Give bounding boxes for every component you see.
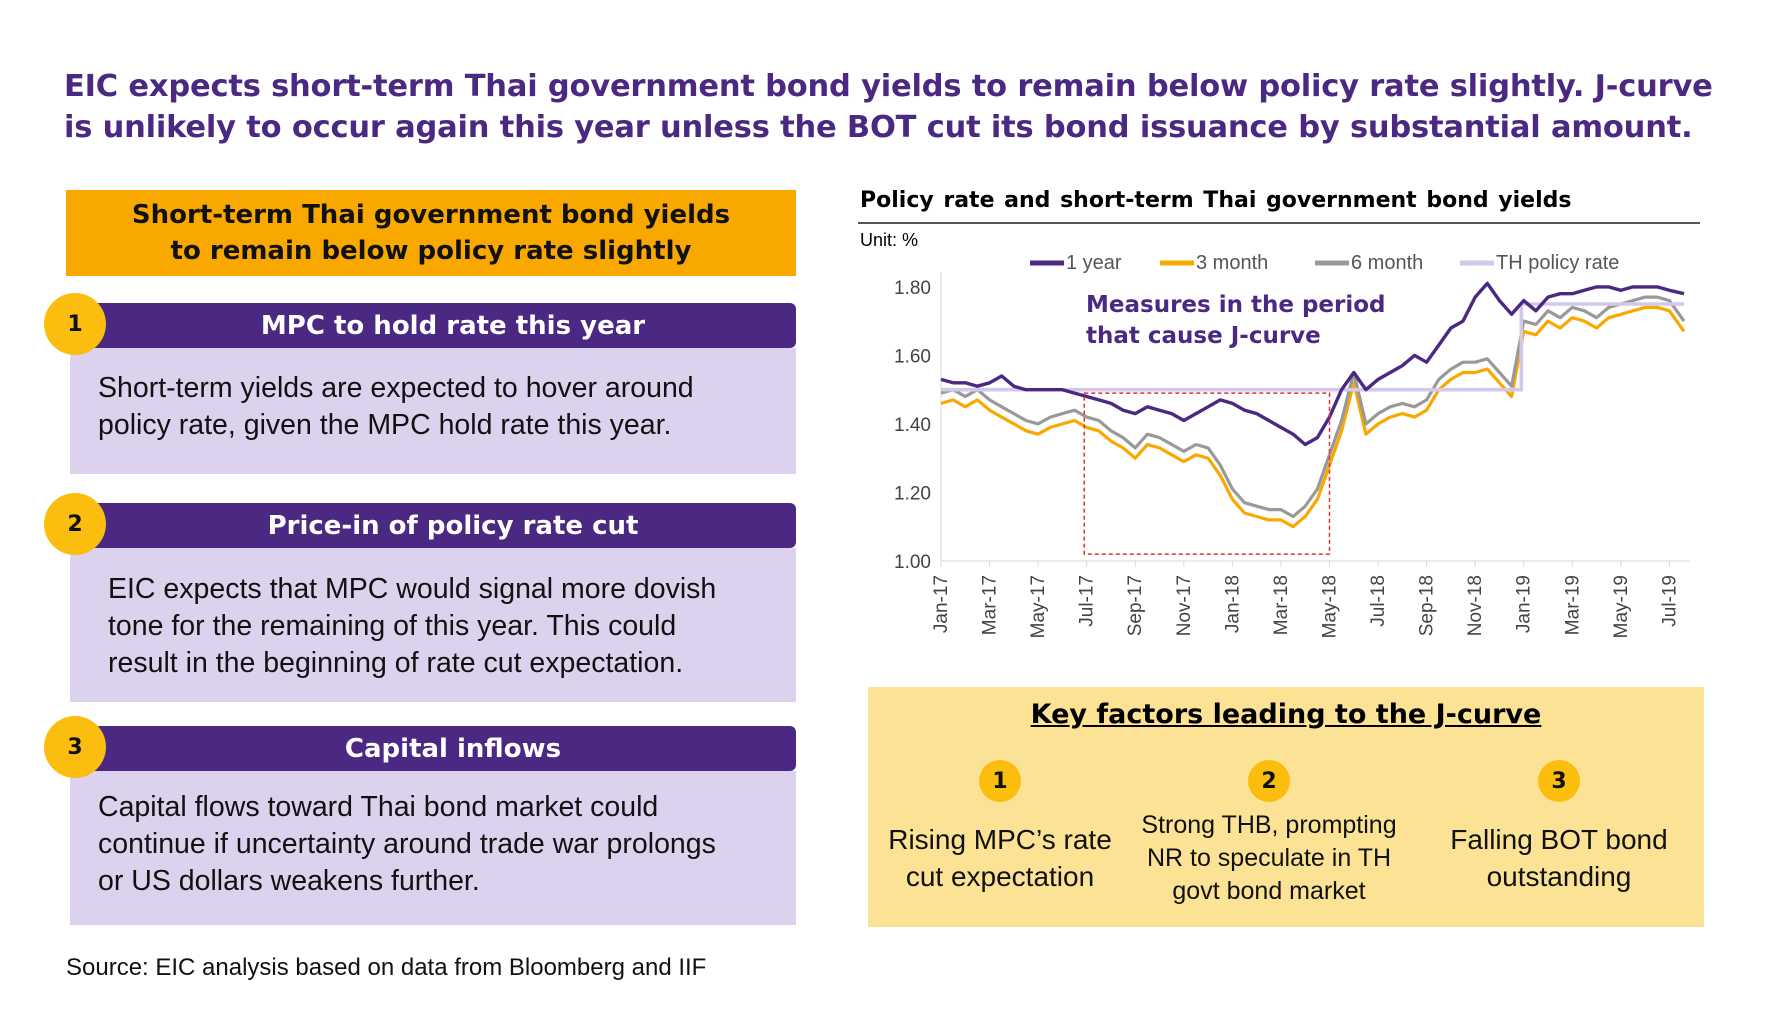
section-3-text-line: Capital flows toward Thai bond market co… bbox=[98, 791, 659, 823]
x-tick-label: Jul-18 bbox=[1368, 575, 1389, 627]
x-tick-label: Jul-19 bbox=[1659, 575, 1680, 627]
factor-3-badge: 3 bbox=[1538, 760, 1580, 802]
y-tick-label: 1.80 bbox=[894, 278, 931, 299]
factor-3-line: outstanding bbox=[1486, 861, 1632, 892]
factor-1-line: cut expectation bbox=[905, 861, 1095, 892]
y-tick-label: 1.40 bbox=[894, 415, 931, 436]
annotation-line-2: that cause J-curve bbox=[1086, 323, 1321, 349]
factor-3-line: Falling BOT bond bbox=[1450, 824, 1668, 855]
x-tick-label: Sep-18 bbox=[1417, 575, 1438, 636]
factor-2-line: Strong THB, prompting bbox=[1141, 811, 1397, 839]
chart-title-rule bbox=[858, 222, 1700, 224]
section-3-badge: 3 bbox=[44, 716, 106, 778]
section-3-text-line: or US dollars weakens further. bbox=[98, 865, 480, 897]
factor-1-line: Rising MPC’s rate bbox=[888, 824, 1112, 855]
x-tick-label: Mar-19 bbox=[1562, 575, 1583, 635]
series-line-3 bbox=[940, 295, 1686, 519]
x-tick-label: Jul-17 bbox=[1077, 575, 1098, 627]
section-1-header: MPC to hold rate this year bbox=[70, 303, 796, 348]
section-2-text-line: EIC expects that MPC would signal more d… bbox=[108, 573, 717, 605]
left-banner-line-1: Short-term Thai government bond yields bbox=[131, 200, 731, 230]
x-tick-label: Jan-18 bbox=[1222, 575, 1243, 633]
headline-line-2: is unlikely to occur again this year unl… bbox=[64, 110, 1693, 145]
section-2-header: Price-in of policy rate cut bbox=[70, 503, 796, 548]
factor-1-badge: 1 bbox=[979, 760, 1021, 802]
x-tick-label: May-17 bbox=[1028, 575, 1049, 638]
key-factors-panel: Key factors leading to the J-curve 1 Ris… bbox=[868, 687, 1704, 927]
legend-label-4: TH policy rate bbox=[1496, 252, 1619, 274]
section-1-text-line: Short-term yields are expected to hover … bbox=[98, 372, 694, 404]
yield-line-chart: Unit: % 1 year 3 month 6 month TH policy rat… bbox=[860, 230, 1690, 638]
left-banner-line-2: to remain below policy rate slightly bbox=[170, 236, 692, 266]
factor-2-line: govt bond market bbox=[1172, 877, 1366, 905]
x-tick-label: Sep-17 bbox=[1125, 575, 1146, 636]
x-tick-label: Nov-18 bbox=[1465, 575, 1486, 636]
x-tick-label: Jan-17 bbox=[931, 575, 952, 633]
legend-label-3: 6 month bbox=[1351, 252, 1423, 274]
section-3-header: Capital inflows bbox=[70, 726, 796, 771]
x-tick-label: Mar-17 bbox=[980, 575, 1001, 635]
series-line-4 bbox=[941, 302, 1684, 392]
y-tick-label: 1.00 bbox=[894, 552, 931, 573]
headline-line-1: EIC expects short-term Thai government b… bbox=[64, 69, 1713, 104]
chart-title: Policy rate and short-term Thai governme… bbox=[860, 188, 1572, 213]
chart-unit-label: Unit: % bbox=[860, 230, 918, 250]
section-3-body: Capital flows toward Thai bond market co… bbox=[70, 771, 796, 925]
j-curve-period-box bbox=[1083, 392, 1331, 555]
factor-1-text: Rising MPC’s rate cut expectation bbox=[880, 821, 1120, 895]
key-factors-title: Key factors leading to the J-curve bbox=[1030, 699, 1542, 730]
section-2-text-line: tone for the remaining of this year. Thi… bbox=[108, 610, 677, 642]
section-2-badge: 2 bbox=[44, 493, 106, 555]
section-2-text-line: result in the beginning of rate cut expe… bbox=[108, 647, 684, 679]
x-tick-label: Mar-18 bbox=[1271, 575, 1292, 635]
legend-label-2: 3 month bbox=[1196, 252, 1268, 274]
section-2-body: EIC expects that MPC would signal more d… bbox=[70, 548, 796, 702]
factor-2-badge: 2 bbox=[1248, 760, 1290, 802]
factor-2-text: Strong THB, prompting NR to speculate in… bbox=[1129, 809, 1409, 908]
source-note: Source: EIC analysis based on data from … bbox=[66, 954, 707, 981]
x-tick-label: Jan-19 bbox=[1514, 575, 1535, 633]
section-1-badge: 1 bbox=[44, 293, 106, 355]
y-tick-label: 1.20 bbox=[894, 483, 931, 504]
factor-2-line: NR to speculate in TH bbox=[1146, 844, 1392, 872]
legend-label-1: 1 year bbox=[1066, 252, 1122, 274]
left-banner: Short-term Thai government bond yields t… bbox=[66, 190, 796, 276]
section-1-text-line: policy rate, given the MPC hold rate thi… bbox=[98, 409, 672, 441]
factor-3-text: Falling BOT bond outstanding bbox=[1424, 821, 1694, 895]
section-1-body: Short-term yields are expected to hover … bbox=[70, 348, 796, 474]
series-line-1 bbox=[940, 281, 1685, 447]
page-headline: EIC expects short-term Thai government b… bbox=[64, 66, 1754, 148]
x-tick-label: Nov-17 bbox=[1174, 575, 1195, 636]
section-3-text-line: continue if uncertainty around trade war… bbox=[98, 828, 716, 860]
x-tick-label: May-19 bbox=[1611, 575, 1632, 638]
annotation-line-1: Measures in the period bbox=[1086, 292, 1386, 318]
y-tick-label: 1.60 bbox=[894, 346, 931, 367]
series-line-2 bbox=[940, 305, 1686, 529]
x-tick-label: May-18 bbox=[1319, 575, 1340, 638]
